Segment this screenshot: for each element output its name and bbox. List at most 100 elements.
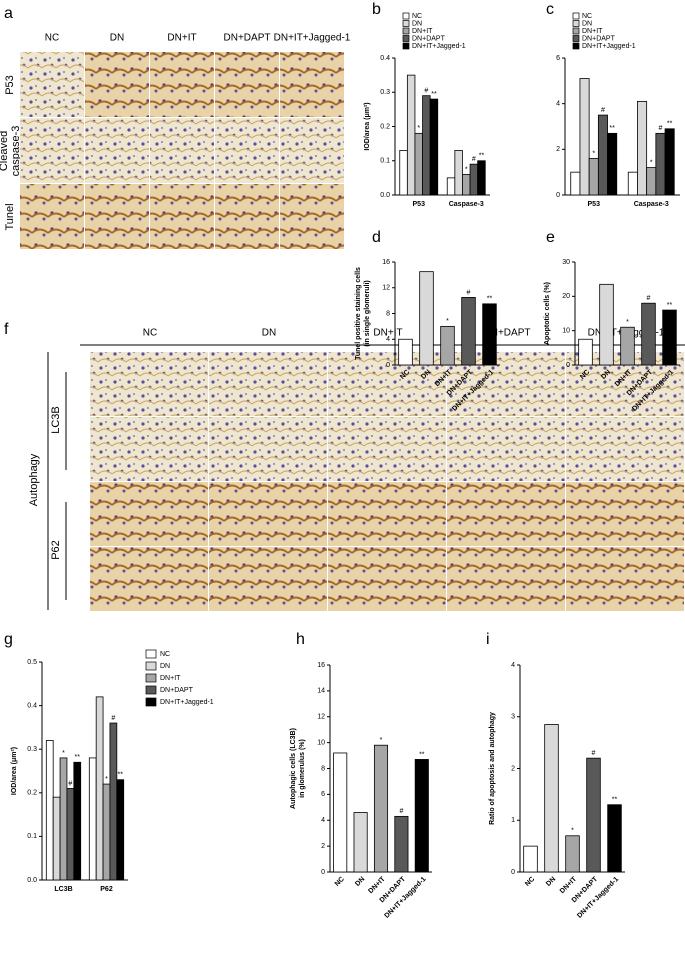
panel-label: i: [486, 631, 490, 648]
significance-mark: *: [417, 125, 420, 132]
panel-label: d: [372, 229, 381, 246]
micrograph: [566, 482, 684, 546]
legend-label: DN+DAPT: [160, 687, 194, 694]
panel-label: c: [546, 1, 554, 18]
panel-label: g: [4, 631, 13, 648]
legend-label: DN+DAPT: [412, 35, 446, 42]
bar: [422, 95, 431, 196]
significance-mark: **: [75, 754, 81, 761]
micrograph: [209, 352, 327, 416]
y-axis-label: Autophagic cells (LC3B): [290, 728, 297, 809]
bar: [578, 338, 593, 366]
x-tick-label: DN: [354, 876, 366, 888]
legend-label: DN+IT: [160, 675, 181, 682]
significance-mark: **: [419, 751, 425, 758]
x-tick-label: P53: [588, 201, 601, 208]
column-header: NC: [45, 33, 59, 44]
significance-mark: **: [487, 296, 493, 303]
y-tick-label: 0.4: [380, 55, 390, 62]
bar: [373, 744, 389, 873]
row-label: caspase-3: [10, 126, 22, 177]
bar: [607, 804, 622, 873]
significance-mark: *: [62, 750, 65, 757]
row-label: P62: [50, 540, 62, 560]
row-label: Tunel: [4, 203, 16, 230]
panel-label: f: [4, 321, 9, 338]
y-axis-label: in glomerulus (%): [299, 739, 306, 798]
bar: [419, 271, 434, 366]
bar: [95, 696, 104, 881]
micrograph: [215, 118, 279, 183]
y-tick-label: 0: [386, 362, 390, 369]
group-label: Autophagy: [28, 453, 40, 506]
y-tick-label: 0.2: [380, 123, 390, 130]
y-tick-label: 6: [556, 55, 560, 62]
micrograph: [280, 184, 344, 249]
bar: [597, 114, 608, 196]
y-tick-label: 0: [556, 192, 560, 199]
y-tick-label: 2: [556, 146, 560, 153]
micrograph: [90, 352, 208, 416]
bar: [73, 761, 82, 881]
micrograph: [85, 118, 149, 183]
bar: [544, 724, 559, 873]
y-tick-label: 4: [386, 336, 390, 343]
y-tick-label: 8: [321, 765, 325, 772]
significance-mark: **: [612, 797, 618, 804]
column-header: DN+IT: [373, 328, 402, 339]
y-tick-label: 0.4: [27, 702, 37, 709]
y-tick-label: 4: [511, 662, 515, 669]
y-tick-label: 4: [321, 817, 325, 824]
significance-mark: *: [592, 150, 595, 157]
micrograph: [328, 482, 446, 546]
significance-mark: **: [118, 772, 124, 779]
bar: [399, 150, 408, 196]
micrograph: [20, 118, 84, 183]
y-tick-label: 0: [566, 362, 570, 369]
legend-swatch: [145, 685, 157, 695]
significance-mark: #: [68, 780, 72, 787]
y-tick-label: 0.5: [27, 659, 37, 666]
legend-swatch: [402, 12, 410, 20]
legend-swatch: [402, 20, 410, 27]
y-tick-label: 10: [562, 328, 570, 335]
y-tick-label: 0.0: [27, 877, 37, 884]
bar: [588, 158, 599, 196]
x-tick-label: DN: [545, 876, 557, 888]
micrograph: [90, 417, 208, 481]
x-tick-label: DN+IT: [559, 875, 579, 895]
significance-mark: #: [399, 808, 403, 815]
micrograph: [280, 118, 344, 183]
y-tick-label: 6: [321, 791, 325, 798]
micrograph: [215, 52, 279, 117]
column-header: NC: [143, 328, 157, 339]
bar: [333, 752, 348, 873]
legend-label: DN+IT+Jagged-1: [582, 43, 636, 50]
row-label: P53: [4, 75, 16, 95]
panel-label: e: [546, 229, 555, 246]
bar: [116, 779, 125, 881]
significance-mark: **: [667, 302, 673, 309]
y-tick-label: 0.3: [380, 89, 390, 96]
micrograph: [150, 118, 214, 183]
significance-mark: #: [424, 88, 428, 95]
column-header: DN: [262, 328, 276, 339]
y-tick-label: 4: [556, 101, 560, 108]
y-tick-label: 0: [321, 869, 325, 876]
micrograph: [328, 417, 446, 481]
legend-swatch: [572, 27, 580, 35]
micrograph: [85, 52, 149, 117]
legend-swatch: [145, 673, 157, 683]
legend-label: DN+IT+Jagged-1: [160, 699, 214, 706]
micrograph: [209, 482, 327, 546]
bar: [398, 338, 413, 366]
legend-swatch: [572, 42, 580, 50]
bar: [565, 835, 580, 873]
micrograph: [85, 184, 149, 249]
bar: [637, 100, 648, 196]
bar: [579, 78, 590, 196]
significance-mark: #: [467, 289, 471, 296]
legend-label: DN+IT+Jagged-1: [412, 43, 466, 50]
legend-label: DN+IT: [582, 28, 603, 35]
micrograph: [90, 482, 208, 546]
